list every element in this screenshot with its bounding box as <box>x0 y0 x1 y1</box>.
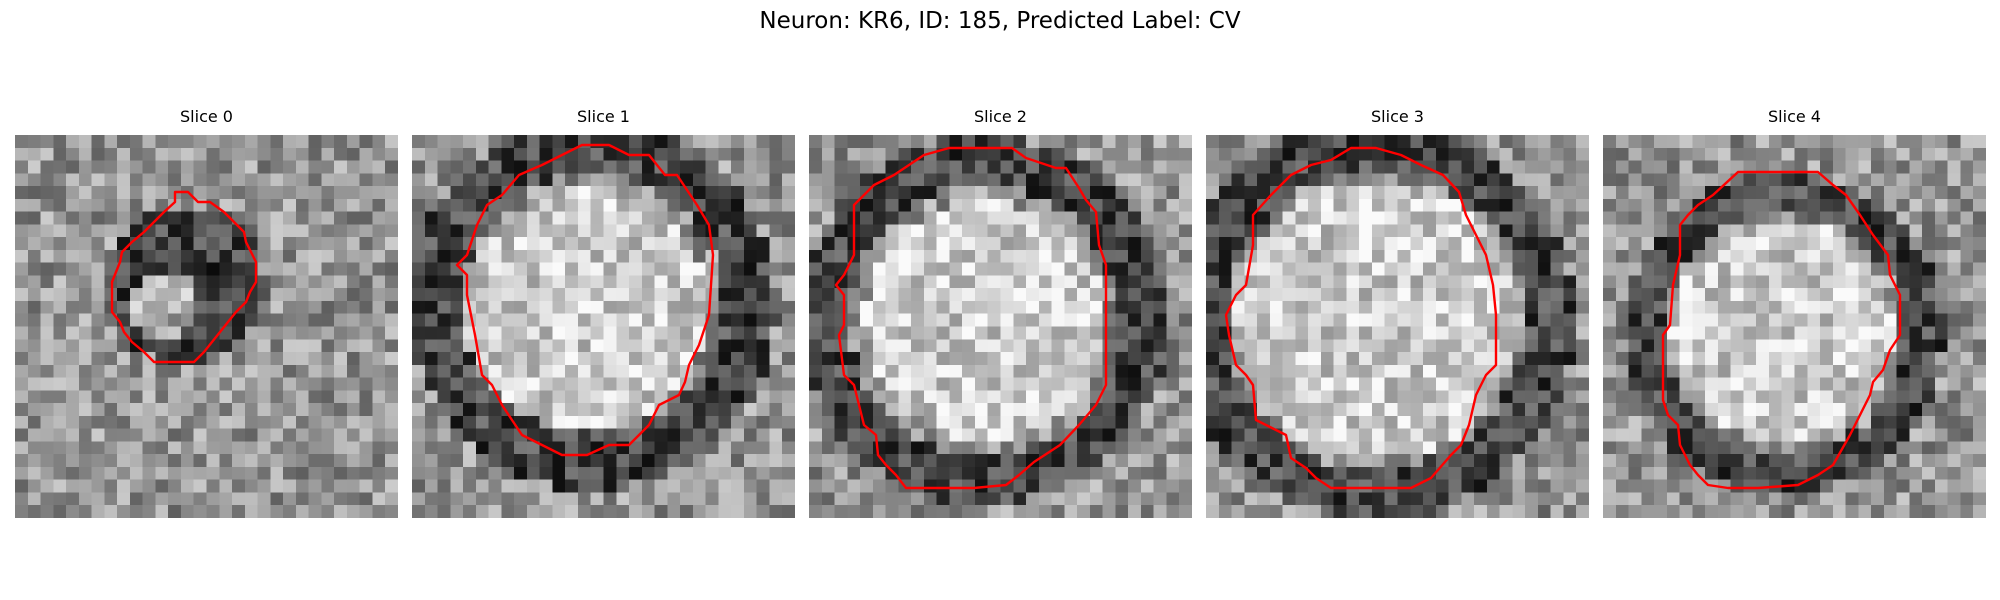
segmentation-contour <box>834 146 1108 490</box>
segmentation-contour <box>1661 170 1902 490</box>
segmentation-contour <box>110 190 258 364</box>
slice-panel-1: Slice 1 <box>412 107 795 518</box>
slice-image <box>1603 135 1986 518</box>
slice-panel-2: Slice 2 <box>809 107 1192 518</box>
slice-title: Slice 0 <box>180 107 233 126</box>
segmentation-contour <box>1224 146 1498 490</box>
figure-title: Neuron: KR6, ID: 185, Predicted Label: C… <box>759 8 1241 34</box>
slice-image <box>1206 135 1589 518</box>
slice-image <box>15 135 398 518</box>
slice-title: Slice 2 <box>974 107 1027 126</box>
slice-panel-3: Slice 3 <box>1206 107 1589 518</box>
slice-panel-0: Slice 0 <box>15 107 398 518</box>
slice-image <box>412 135 795 518</box>
slice-image <box>809 135 1192 518</box>
segmentation-contour <box>455 143 715 457</box>
slice-title: Slice 1 <box>577 107 630 126</box>
slice-title: Slice 4 <box>1768 107 1821 126</box>
slice-title: Slice 3 <box>1371 107 1424 126</box>
slice-panel-4: Slice 4 <box>1603 107 1986 518</box>
